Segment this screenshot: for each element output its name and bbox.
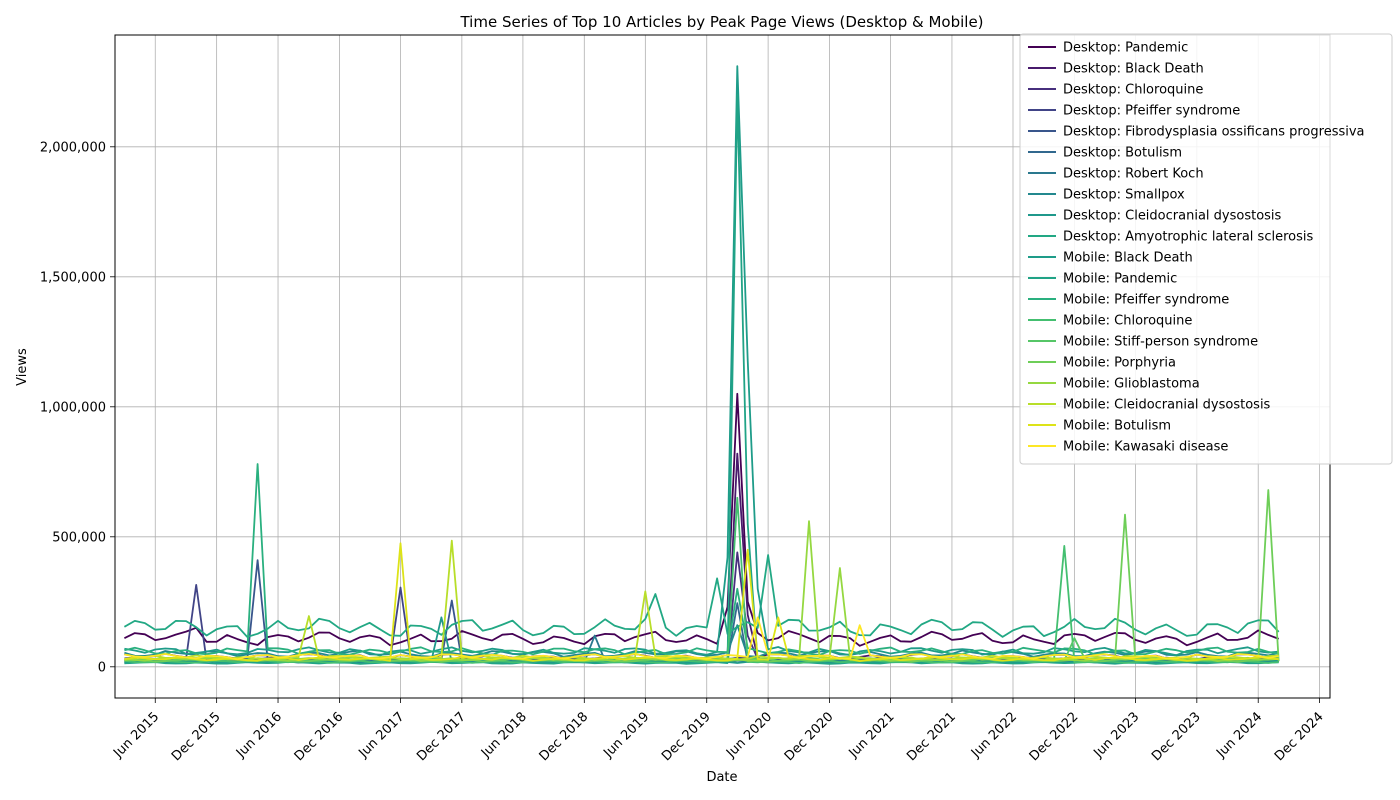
y-tick-label: 1,000,000 [40, 400, 106, 415]
x-tick-label: Jun 2018 [478, 709, 530, 761]
y-axis: 0 500,000 1,000,000 1,500,000 2,000,000 [40, 140, 115, 675]
legend-frame [1019, 33, 1393, 465]
y-tick-label: 1,500,000 [40, 270, 106, 285]
series-line [124, 520, 1279, 662]
legend-entry: Desktop: Pandemic [1063, 41, 1188, 56]
x-tick-label: Dec 2021 [904, 709, 959, 764]
y-tick-label: 500,000 [52, 530, 106, 545]
series-lines [123, 65, 1280, 665]
series-line [124, 539, 1279, 661]
x-tick-label: Jun 2020 [723, 709, 775, 761]
legend-entry: Mobile: Pandemic [1063, 272, 1177, 287]
legend-entry: Mobile: Botulism [1063, 419, 1171, 434]
x-axis-title: Date [706, 770, 737, 785]
legend-entry: Mobile: Pfeiffer syndrome [1063, 293, 1229, 308]
legend-entry: Mobile: Black Death [1063, 251, 1193, 266]
y-tick-label: 0 [98, 660, 106, 675]
series-line [124, 496, 1279, 664]
x-tick-label: Jun 2019 [600, 709, 652, 761]
series-line [124, 542, 1279, 662]
legend-entry: Desktop: Chloroquine [1063, 83, 1203, 98]
series-line [124, 616, 1279, 661]
y-tick-label: 2,000,000 [40, 140, 106, 155]
x-tick-label: Dec 2022 [1027, 709, 1082, 764]
x-tick-label: Jun 2021 [846, 709, 898, 761]
x-tick-label: Dec 2023 [1149, 709, 1204, 764]
x-tick-label: Dec 2018 [537, 709, 592, 764]
x-tick-label: Jun 2022 [968, 709, 1020, 761]
x-tick-label: Jun 2023 [1090, 709, 1142, 761]
legend-entry: Mobile: Cleidocranial dysostosis [1063, 398, 1271, 413]
x-tick-label: Jun 2024 [1213, 709, 1265, 761]
x-tick-label: Dec 2017 [414, 709, 469, 764]
chart-title: Time Series of Top 10 Articles by Peak P… [459, 13, 983, 31]
x-tick-label: Jun 2016 [233, 709, 285, 761]
legend-entry: Mobile: Kawasaki disease [1063, 440, 1228, 455]
legend-entry: Desktop: Black Death [1063, 62, 1204, 77]
series-line [123, 554, 1280, 638]
x-tick-label: Jun 2017 [356, 709, 408, 761]
legend-entry: Mobile: Stiff-person syndrome [1063, 335, 1258, 350]
x-tick-label: Dec 2019 [659, 709, 714, 764]
x-axis: Jun 2015 Dec 2015 Jun 2016 Dec 2016 Jun 2017… [110, 698, 1327, 764]
legend-entry: Desktop: Smallpox [1063, 188, 1185, 203]
legend-entry: Desktop: Botulism [1063, 146, 1182, 161]
legend-entry: Desktop: Fibrodysplasia ossificans progr… [1063, 125, 1365, 140]
series-line [124, 392, 1280, 647]
y-axis-title: Views [15, 348, 30, 386]
x-tick-label: Dec 2016 [292, 709, 347, 764]
legend-entry: Desktop: Robert Koch [1063, 167, 1204, 182]
legend-entry: Mobile: Glioblastoma [1063, 377, 1200, 392]
legend-entry: Mobile: Chloroquine [1063, 314, 1192, 329]
x-tick-label: Dec 2024 [1272, 709, 1327, 764]
legend: Desktop: Pandemic Desktop: Black Death Des… [1019, 33, 1393, 465]
x-tick-label: Dec 2020 [782, 709, 837, 764]
series-line [124, 559, 1279, 663]
x-tick-label: Dec 2015 [169, 709, 224, 764]
x-tick-label: Jun 2015 [110, 709, 162, 761]
legend-entry: Desktop: Pfeiffer syndrome [1063, 104, 1240, 119]
legend-entry: Mobile: Porphyria [1063, 356, 1176, 371]
series-line [124, 551, 1279, 663]
legend-entry: Desktop: Cleidocranial dysostosis [1063, 209, 1282, 224]
legend-entry: Desktop: Amyotrophic lateral sclerosis [1063, 230, 1313, 245]
